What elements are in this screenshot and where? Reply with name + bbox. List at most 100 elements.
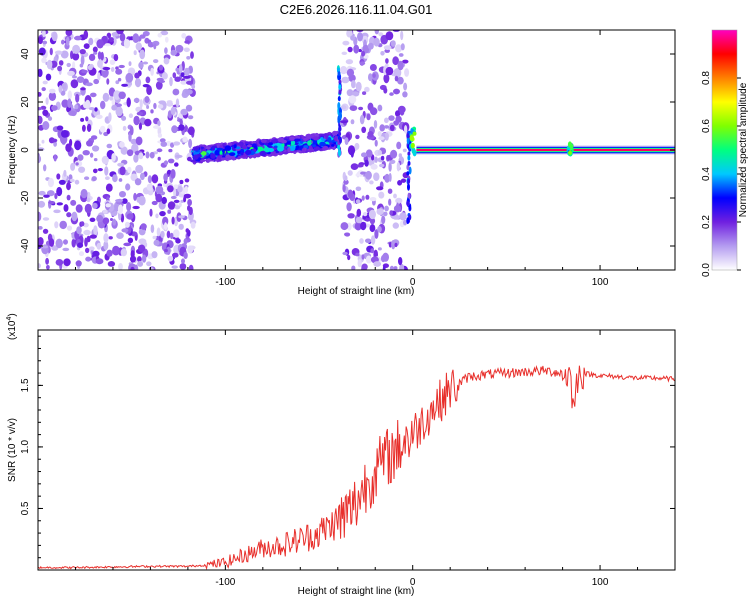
noise-speckle: [88, 53, 96, 62]
noise-speckle: [183, 238, 188, 245]
noise-speckle: [70, 162, 76, 171]
noise-speckle: [183, 251, 188, 259]
noise-speckle: [48, 200, 56, 205]
noise-speckle: [376, 186, 384, 191]
noise-speckle: [370, 107, 378, 116]
noise-speckle: [144, 118, 152, 127]
noise-speckle: [184, 178, 190, 183]
noise-speckle: [342, 251, 348, 256]
noise-speckle: [74, 104, 79, 110]
noise-speckle: [347, 46, 353, 53]
noise-speckle: [38, 154, 42, 164]
noise-speckle: [173, 141, 181, 146]
noise-speckle: [126, 213, 134, 220]
spectrogram-xlabel: Height of straight line (km): [298, 286, 415, 297]
ridge-segment: [201, 151, 207, 156]
noise-speckle: [349, 105, 358, 111]
noise-speckle: [160, 30, 169, 36]
noise-speckle: [346, 68, 355, 77]
noise-speckle: [76, 226, 82, 235]
noise-speckle: [115, 199, 124, 203]
spectrogram-y-tick-label: -20: [20, 190, 31, 205]
snr-y-tick-label: 0.5: [20, 501, 31, 515]
noise-speckle: [167, 201, 176, 210]
noise-speckle: [83, 101, 88, 109]
noise-speckle: [185, 89, 193, 95]
noise-speckle: [146, 85, 153, 96]
noise-speckle: [131, 143, 139, 153]
noise-speckle: [167, 185, 174, 193]
noise-speckle: [184, 186, 189, 194]
noise-speckle: [85, 247, 90, 254]
ridge-segment: [219, 151, 223, 155]
noise-speckle: [350, 119, 355, 125]
noise-speckle: [89, 217, 96, 222]
noise-speckle: [111, 104, 118, 111]
noise-speckle: [395, 202, 400, 213]
noise-speckle: [354, 142, 360, 150]
noise-speckle: [150, 267, 154, 270]
noise-speckle: [346, 202, 352, 212]
noise-speckle: [102, 209, 108, 214]
spectrogram-x-tick-label: -100: [215, 277, 235, 288]
ridge-segment: [200, 159, 206, 163]
noise-speckle: [360, 171, 366, 175]
noise-speckle: [383, 125, 390, 129]
noise-speckle: [153, 102, 157, 110]
noise-speckle: [398, 153, 402, 158]
noise-speckle: [42, 121, 50, 130]
noise-speckle: [38, 263, 41, 269]
noise-speckle: [379, 124, 386, 132]
noise-speckle: [365, 170, 372, 180]
noise-speckle: [387, 188, 393, 194]
blip-segment: [567, 141, 572, 148]
noise-speckle: [108, 236, 113, 240]
ridge-segment: [244, 141, 251, 145]
noise-speckle: [377, 226, 382, 233]
colorbar-label: Normalized spectral amplitude: [738, 82, 749, 217]
noise-speckle: [95, 114, 103, 120]
noise-speckle: [354, 222, 362, 231]
noise-speckle: [138, 152, 144, 160]
noise-speckle: [53, 154, 57, 162]
noise-speckle: [364, 159, 369, 167]
noise-speckle: [357, 259, 362, 268]
noise-speckle: [367, 42, 374, 50]
noise-speckle: [49, 47, 53, 56]
noise-speckle: [171, 265, 178, 269]
noise-speckle: [67, 70, 75, 77]
noise-speckle: [119, 141, 125, 148]
spike-segment: [339, 136, 342, 144]
noise-speckle: [65, 143, 72, 152]
noise-speckle: [358, 106, 364, 111]
noise-speckle: [62, 247, 70, 252]
noise-speckle: [393, 68, 402, 78]
noise-speckle: [109, 96, 114, 101]
ridge-segment: [260, 138, 267, 143]
noise-speckle: [170, 169, 176, 179]
noise-speckle: [155, 81, 163, 90]
noise-speckle: [175, 154, 183, 158]
noise-speckle: [83, 30, 89, 39]
noise-speckle: [130, 255, 136, 263]
noise-speckle: [92, 145, 100, 152]
noise-speckle: [115, 103, 122, 107]
noise-speckle: [135, 164, 144, 174]
noise-speckle: [58, 85, 63, 94]
noise-speckle: [378, 136, 385, 141]
noise-speckle: [383, 211, 388, 217]
noise-speckle: [377, 104, 383, 112]
noise-speckle: [128, 113, 133, 118]
noise-speckle: [49, 88, 56, 94]
noise-speckle: [42, 109, 49, 117]
noise-speckle: [350, 35, 356, 41]
ridge-segment: [229, 152, 236, 157]
noise-speckle: [132, 205, 140, 210]
noise-speckle: [341, 51, 348, 55]
noise-speckle: [53, 209, 61, 214]
noise-speckle: [61, 83, 67, 90]
noise-speckle: [68, 110, 77, 116]
noise-speckle: [153, 43, 157, 50]
noise-speckle: [366, 113, 371, 121]
noise-speckle: [388, 162, 392, 172]
